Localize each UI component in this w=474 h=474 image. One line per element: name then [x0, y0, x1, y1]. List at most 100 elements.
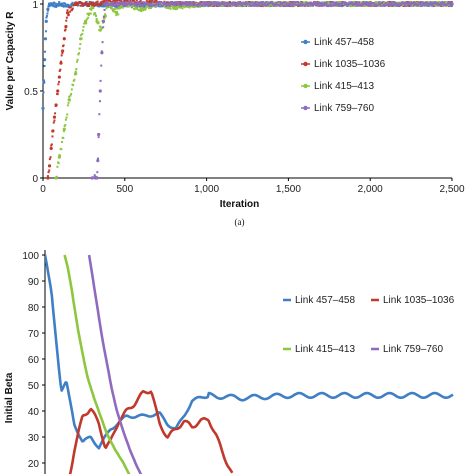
data-point: [174, 3, 177, 6]
data-point: [69, 6, 72, 9]
data-point: [62, 136, 65, 139]
data-point: [119, 1, 122, 4]
data-point: [258, 4, 261, 7]
data-point: [101, 19, 106, 23]
data-point: [293, 4, 296, 7]
data-point: [103, 17, 106, 20]
data-point: [128, 1, 131, 4]
data-point: [168, 4, 171, 7]
data-point: [163, 2, 166, 5]
data-point: [268, 4, 271, 7]
data-point: [385, 2, 388, 5]
data-point: [174, 8, 177, 11]
data-point: [220, 4, 223, 7]
data-point: [363, 2, 366, 5]
data-point: [105, 7, 108, 10]
data-point: [216, 1, 219, 4]
x-tick-label: 2,500: [439, 184, 464, 195]
data-point: [193, 6, 196, 9]
data-point: [42, 79, 45, 82]
data-point: [51, 129, 55, 133]
series-3-line: [63, 254, 131, 474]
data-point: [307, 4, 310, 7]
data-point: [185, 1, 188, 4]
data-point: [450, 2, 454, 6]
data-point: [139, 0, 142, 1]
data-point: [175, 5, 178, 8]
data-point: [347, 3, 350, 6]
data-point: [428, 3, 431, 6]
data-point: [193, 1, 196, 4]
data-point: [81, 32, 84, 35]
data-point: [106, 1, 109, 4]
data-point: [139, 0, 142, 3]
data-point: [448, 2, 451, 5]
legend-marker: [303, 105, 308, 111]
data-point: [92, 4, 95, 7]
data-point: [273, 1, 276, 4]
data-point: [252, 4, 255, 7]
data-point: [85, 22, 88, 25]
data-point: [202, 2, 205, 5]
y-tick-label: 100: [22, 251, 39, 262]
data-point: [142, 4, 145, 7]
data-point: [100, 27, 103, 30]
data-point: [146, 5, 149, 8]
data-point: [332, 4, 335, 7]
legend-marker: [303, 61, 308, 67]
data-point: [357, 3, 360, 6]
data-point: [160, 1, 163, 4]
data-point: [96, 1, 99, 4]
data-point: [437, 4, 440, 7]
data-point: [198, 3, 201, 6]
data-point: [171, 1, 174, 4]
y-tick-label: 0.5: [24, 87, 38, 98]
data-point: [57, 2, 61, 6]
data-point: [133, 8, 136, 11]
data-point: [381, 1, 384, 4]
data-point: [69, 10, 72, 13]
data-point: [366, 2, 369, 5]
data-point: [281, 1, 284, 4]
data-point: [282, 5, 285, 8]
data-point: [391, 3, 394, 6]
data-point: [436, 2, 439, 5]
data-point: [54, 4, 58, 8]
data-point: [46, 176, 50, 180]
data-point: [318, 4, 321, 7]
data-point: [319, 1, 322, 4]
data-point: [336, 1, 339, 4]
data-point: [267, 0, 270, 3]
data-point: [248, 1, 251, 4]
data-point: [134, 2, 137, 5]
data-point: [251, 1, 254, 4]
data-point: [189, 3, 192, 6]
data-point: [96, 0, 99, 3]
data-point: [98, 5, 101, 8]
data-point: [303, 1, 306, 4]
data-point: [119, 6, 122, 9]
data-point: [65, 16, 68, 19]
data-point: [390, 4, 393, 7]
data-point: [356, 1, 359, 4]
data-point: [116, 7, 119, 10]
x-tick-label: 1,500: [276, 184, 301, 195]
x-tick-label: 0: [40, 184, 46, 195]
data-point: [413, 3, 416, 6]
data-point: [225, 2, 228, 5]
data-point: [441, 1, 444, 4]
data-point: [424, 3, 427, 6]
data-point: [312, 2, 315, 5]
data-point: [132, 4, 135, 7]
data-point: [237, 2, 240, 5]
data-point: [428, 1, 431, 4]
data-point: [177, 3, 180, 6]
data-point: [330, 2, 333, 5]
data-point: [343, 1, 346, 4]
data-point: [45, 16, 48, 19]
data-point: [125, 1, 128, 4]
data-point: [423, 4, 426, 7]
data-point: [113, 8, 116, 11]
data-point: [403, 3, 406, 6]
data-point: [50, 143, 53, 146]
